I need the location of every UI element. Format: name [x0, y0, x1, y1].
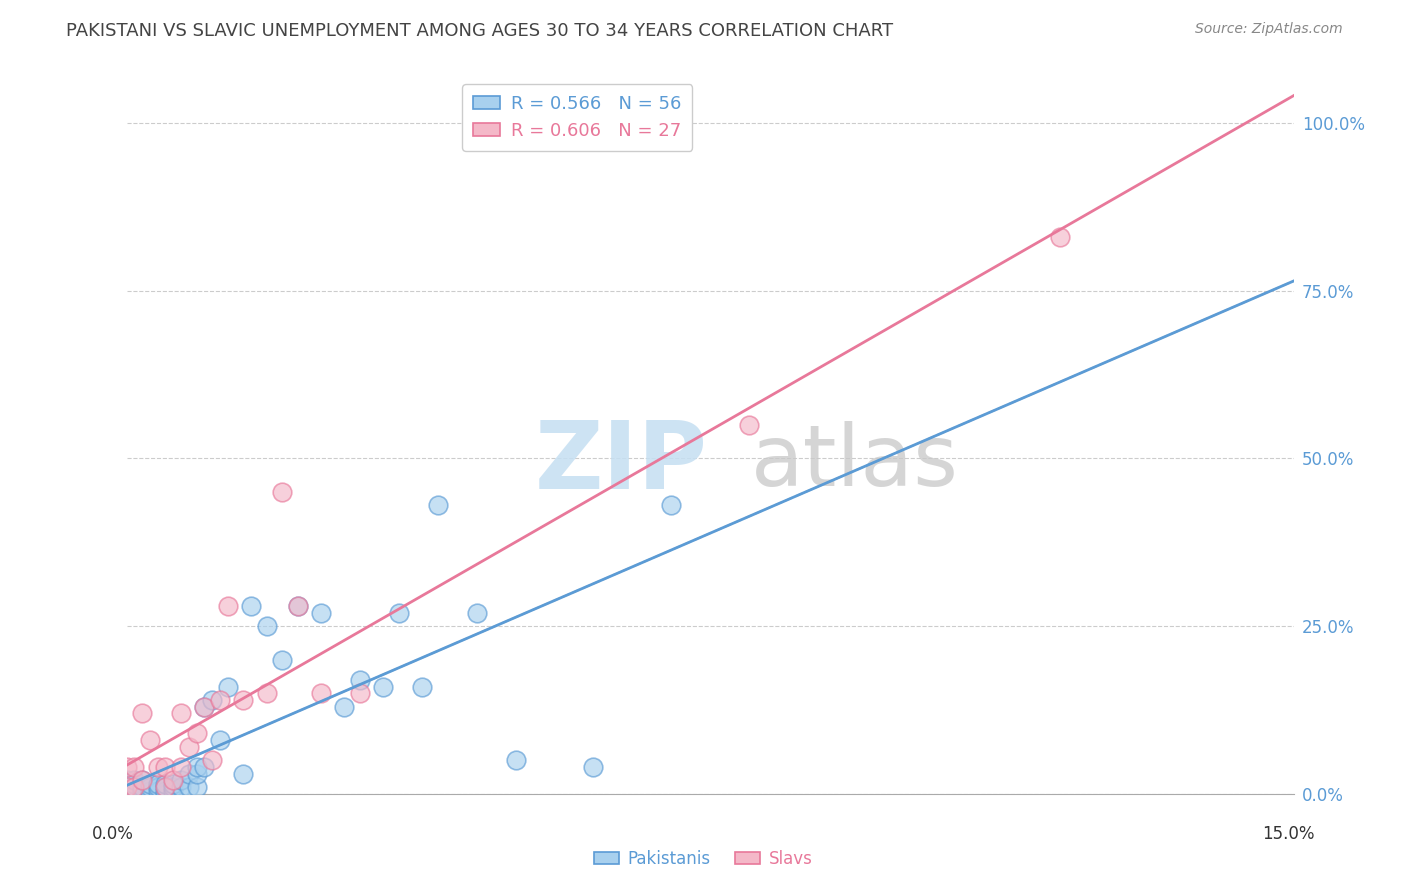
Point: [208, 733, 231, 747]
Point: [349, 686, 371, 700]
Text: ZIP: ZIP: [534, 417, 707, 508]
Point: [186, 780, 208, 794]
Point: [1049, 230, 1071, 244]
Point: [124, 780, 146, 794]
Point: [309, 686, 332, 700]
Point: [201, 753, 224, 767]
Point: [162, 780, 184, 794]
Point: [155, 783, 177, 797]
Text: atlas: atlas: [751, 421, 959, 504]
Point: [505, 753, 527, 767]
Point: [240, 599, 263, 613]
Point: [139, 780, 162, 794]
Point: [217, 599, 239, 613]
Point: [115, 777, 138, 791]
Point: [582, 760, 605, 774]
Point: [373, 680, 395, 694]
Point: [217, 680, 239, 694]
Point: [115, 787, 138, 801]
Point: [131, 783, 153, 797]
Point: [309, 606, 332, 620]
Point: [177, 766, 200, 780]
Point: [177, 739, 200, 754]
Point: [115, 783, 138, 797]
Text: 15.0%: 15.0%: [1263, 825, 1315, 843]
Point: [115, 760, 138, 774]
Point: [333, 699, 356, 714]
Point: [131, 780, 153, 794]
Point: [124, 780, 146, 794]
Point: [287, 599, 309, 613]
Point: [131, 773, 153, 788]
Legend: R = 0.566   N = 56, R = 0.606   N = 27: R = 0.566 N = 56, R = 0.606 N = 27: [463, 84, 692, 151]
Point: [170, 773, 193, 788]
Point: [115, 780, 138, 794]
Point: [388, 606, 411, 620]
Point: [139, 733, 162, 747]
Point: [162, 773, 184, 788]
Point: [162, 777, 184, 791]
Point: [124, 760, 146, 774]
Point: [208, 693, 231, 707]
Point: [146, 783, 169, 797]
Point: [170, 760, 193, 774]
Point: [131, 706, 153, 721]
Point: [170, 780, 193, 794]
Point: [201, 693, 224, 707]
Point: [426, 498, 449, 512]
Point: [465, 606, 488, 620]
Point: [115, 780, 138, 794]
Point: [155, 780, 177, 794]
Point: [115, 773, 138, 788]
Point: [131, 773, 153, 788]
Point: [193, 699, 215, 714]
Point: [124, 777, 146, 791]
Point: [162, 783, 184, 797]
Point: [256, 686, 278, 700]
Point: [411, 680, 433, 694]
Point: [186, 726, 208, 740]
Point: [256, 619, 278, 633]
Text: 0.0%: 0.0%: [91, 825, 134, 843]
Point: [271, 484, 294, 499]
Legend: Pakistanis, Slavs: Pakistanis, Slavs: [586, 844, 820, 875]
Point: [177, 780, 200, 794]
Point: [738, 417, 761, 432]
Point: [124, 773, 146, 788]
Point: [170, 706, 193, 721]
Point: [232, 766, 254, 780]
Point: [131, 787, 153, 801]
Point: [155, 760, 177, 774]
Text: PAKISTANI VS SLAVIC UNEMPLOYMENT AMONG AGES 30 TO 34 YEARS CORRELATION CHART: PAKISTANI VS SLAVIC UNEMPLOYMENT AMONG A…: [66, 22, 893, 40]
Point: [146, 760, 169, 774]
Point: [139, 783, 162, 797]
Point: [349, 673, 371, 687]
Point: [659, 498, 682, 512]
Point: [124, 783, 146, 797]
Point: [155, 777, 177, 791]
Point: [155, 787, 177, 801]
Point: [193, 760, 215, 774]
Point: [193, 699, 215, 714]
Text: Source: ZipAtlas.com: Source: ZipAtlas.com: [1195, 22, 1343, 37]
Point: [139, 777, 162, 791]
Point: [139, 787, 162, 801]
Point: [155, 780, 177, 794]
Point: [287, 599, 309, 613]
Point: [271, 653, 294, 667]
Point: [124, 787, 146, 801]
Point: [186, 760, 208, 774]
Point: [232, 693, 254, 707]
Point: [186, 766, 208, 780]
Point: [146, 777, 169, 791]
Point: [146, 780, 169, 794]
